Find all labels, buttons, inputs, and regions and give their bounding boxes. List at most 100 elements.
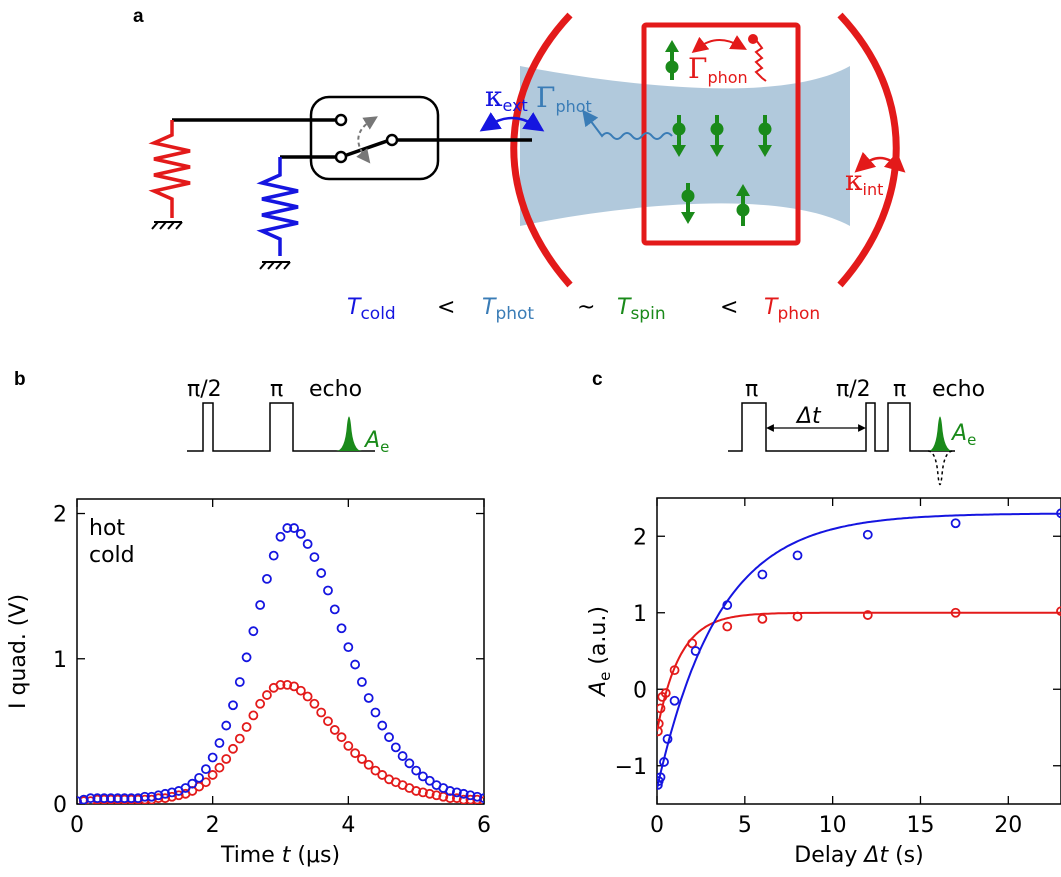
legend-cold: cold — [89, 543, 135, 568]
data-point-cold — [397, 751, 408, 761]
y-tick-label: 0 — [53, 793, 67, 818]
data-point-hot — [221, 754, 232, 764]
x-tick-label: 20 — [994, 813, 1022, 838]
data-point-cold — [126, 793, 137, 804]
data-point-hot — [214, 762, 225, 773]
phonon-squiggle — [754, 39, 767, 82]
data-point-cold — [424, 775, 435, 786]
data-point-hot — [377, 770, 388, 780]
y-tick-label: 1 — [53, 648, 67, 673]
data-point-hot — [262, 690, 272, 700]
switch-contact-top — [334, 113, 348, 127]
data-point-cold — [194, 772, 205, 783]
data-point-hot — [289, 681, 299, 692]
plot-frame — [656, 497, 1061, 805]
spin-up-2 — [736, 184, 750, 226]
x-tick-label: 0 — [70, 813, 84, 838]
pulse-sequence-c: π Δt π/2 π echo Ae — [728, 377, 985, 486]
data-point-hot — [336, 732, 347, 743]
data-point-cold — [465, 790, 476, 801]
x-tick-label: 6 — [477, 813, 491, 838]
data-point-cold — [722, 600, 733, 610]
data-point-cold — [241, 652, 252, 663]
data-point-cold — [316, 568, 327, 578]
t-phot: T — [482, 295, 497, 320]
seq-c-delta: Δt — [795, 404, 822, 429]
hot-ground-icon — [151, 221, 183, 230]
spin-down-4 — [681, 183, 695, 224]
data-point-hot — [316, 707, 327, 718]
data-point-cold — [119, 793, 130, 804]
switch-blade — [340, 138, 391, 159]
data-point-cold — [309, 552, 320, 562]
plot-frame — [76, 498, 485, 805]
t-spin: T — [617, 295, 632, 320]
data-point-hot — [363, 759, 374, 770]
spin-arrows — [665, 40, 772, 226]
data-point-cold — [302, 539, 313, 549]
echo-negative-c — [927, 450, 954, 486]
y-tick-label: −1 — [615, 755, 647, 780]
cold-ground-icon — [259, 261, 291, 270]
data-point-hot — [309, 698, 320, 709]
data-point-cold — [411, 765, 422, 776]
data-point-cold — [690, 646, 701, 656]
x-tick-label: 4 — [341, 813, 355, 838]
data-point-cold — [295, 528, 306, 539]
photon-squiggle — [582, 109, 673, 140]
data-point-cold — [160, 788, 171, 799]
data-point-cold — [792, 550, 803, 561]
op-2: ~ — [577, 295, 595, 320]
kappa-int-label: κint — [845, 164, 883, 199]
data-point-hot — [207, 770, 218, 780]
data-point-cold — [343, 642, 354, 653]
y-tick-label: 0 — [633, 678, 647, 703]
legend-hot: hot — [89, 516, 125, 541]
kappa-ext-label: κext — [485, 80, 528, 115]
data-point-hot — [350, 748, 361, 759]
data-point-cold — [180, 783, 191, 793]
y-tick-label: 2 — [53, 503, 67, 528]
t-phot-sub: phot — [495, 304, 534, 324]
data-point-cold — [384, 732, 394, 743]
cold-resistor — [256, 157, 299, 256]
pulse-sequence-b: π/2 π echo Ae — [187, 377, 389, 456]
data-point-hot — [356, 754, 367, 764]
gamma-phot-label: Γphot — [536, 81, 592, 116]
seq-c-Ae: Ae — [950, 421, 976, 449]
x-tick-label: 0 — [650, 813, 664, 838]
data-point-cold — [112, 793, 123, 804]
data-point-cold — [214, 738, 225, 748]
echo-peak-c — [928, 416, 953, 451]
temperature-relation: Tcold < Tphot ~ Tspin < Tphon — [347, 295, 820, 325]
fit-line-cold — [657, 512, 1061, 789]
data-point-cold — [275, 531, 286, 542]
data-point-hot — [275, 680, 286, 690]
data-point-cold — [336, 623, 347, 634]
y-axis-label: I quad. (V) — [6, 594, 31, 709]
data-point-hot — [282, 680, 293, 690]
data-point-cold — [78, 794, 89, 804]
data-point-cold — [662, 734, 673, 744]
data-point-hot — [295, 685, 306, 696]
gamma-phon-arrow — [691, 35, 747, 53]
data-point-hot — [329, 725, 340, 735]
data-point-cold — [323, 585, 333, 596]
data-point-cold — [479, 793, 484, 804]
data-point-cold — [363, 693, 374, 703]
data-point-cold — [356, 677, 367, 687]
switch-contact-bottom — [334, 150, 348, 164]
data-point-hot — [200, 777, 211, 788]
data-point-cold — [657, 772, 666, 783]
data-point-hot — [248, 710, 259, 721]
right-mirror — [837, 12, 900, 288]
data-point-hot — [722, 621, 733, 632]
data-point-cold — [187, 778, 198, 789]
series-hot — [657, 606, 1061, 737]
series-hot — [77, 680, 484, 804]
data-point-cold — [106, 793, 116, 804]
data-point-cold — [77, 796, 82, 804]
panel-label-b: b — [14, 369, 26, 390]
data-point-hot — [234, 733, 245, 744]
